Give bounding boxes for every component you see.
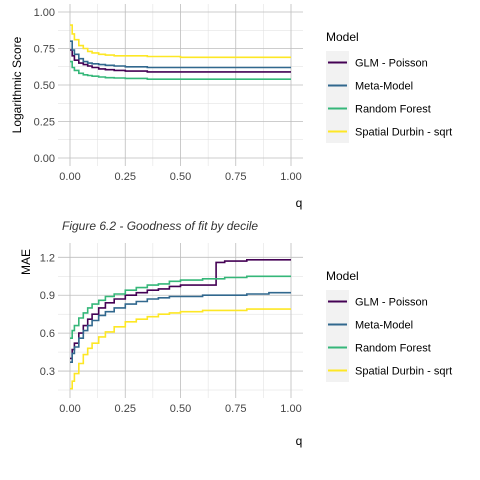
panel1-y-tick-label: 0.25 [34,117,55,129]
panel1-y-tick-label: 0.75 [34,44,55,56]
panel2-legend-title: Model [326,269,359,283]
panel1-series-meta-model [70,40,291,69]
panel1-x-tick-label: 0.50 [170,171,191,183]
panel1-y-tick-label: 0.00 [34,153,55,165]
panel1-y-tick-label: 1.00 [34,7,55,19]
panel2-x-tick-label: 1.00 [280,403,301,415]
panel1-y-tick-label: 0.50 [34,80,55,92]
panel1-series-glm-poisson [70,49,291,73]
figure-caption: Figure 6.2 - Goodness of fit by decile [62,219,258,233]
panel1-x-tick-label: 0.00 [59,171,80,183]
panel2-y-axis-title: MAE [19,249,33,275]
panel2-series-spatial-durbin-sqrt [70,308,291,390]
panel1-x-tick-label: 1.00 [280,171,301,183]
panel1-series-spatial-durbin-sqrt [70,24,291,59]
panel2-x-tick-label: 0.50 [170,403,191,415]
panel2-series-random-forest [70,275,291,339]
panel2-legend-label: Meta-Model [355,320,413,332]
panel2-legend-label: Spatial Durbin - sqrt [355,366,452,378]
panel1-x-tick-label: 0.75 [225,171,246,183]
panel2-y-tick-label: 1.2 [40,252,55,264]
panel2-x-tick-label: 0.75 [225,403,246,415]
panel2-legend-label: Random Forest [355,343,431,355]
panel2-y-tick-label: 0.3 [40,366,55,378]
panel2-x-axis-title: q [296,434,303,448]
panel1-legend-label: Spatial Durbin - sqrt [355,127,452,139]
panel1-x-axis-title: q [296,196,303,210]
panel2-x-tick-label: 0.00 [59,403,80,415]
panel2-y-tick-label: 0.9 [40,290,55,302]
panel1-x-tick-label: 0.25 [115,171,136,183]
panel2-y-tick-label: 0.6 [40,328,55,340]
panel1-series-random-forest [70,60,291,80]
panel2-x-tick-label: 0.25 [115,403,136,415]
panel1-y-axis-title: Logarithmic Score [10,36,24,133]
panel1-legend-label: Random Forest [355,104,431,116]
panel1-legend-title: Model [326,30,359,44]
panel2-legend-label: GLM - Poisson [355,297,428,309]
panel1-legend-label: GLM - Poisson [355,58,428,70]
panel1-legend-label: Meta-Model [355,81,413,93]
panel2-series-meta-model [70,291,291,363]
